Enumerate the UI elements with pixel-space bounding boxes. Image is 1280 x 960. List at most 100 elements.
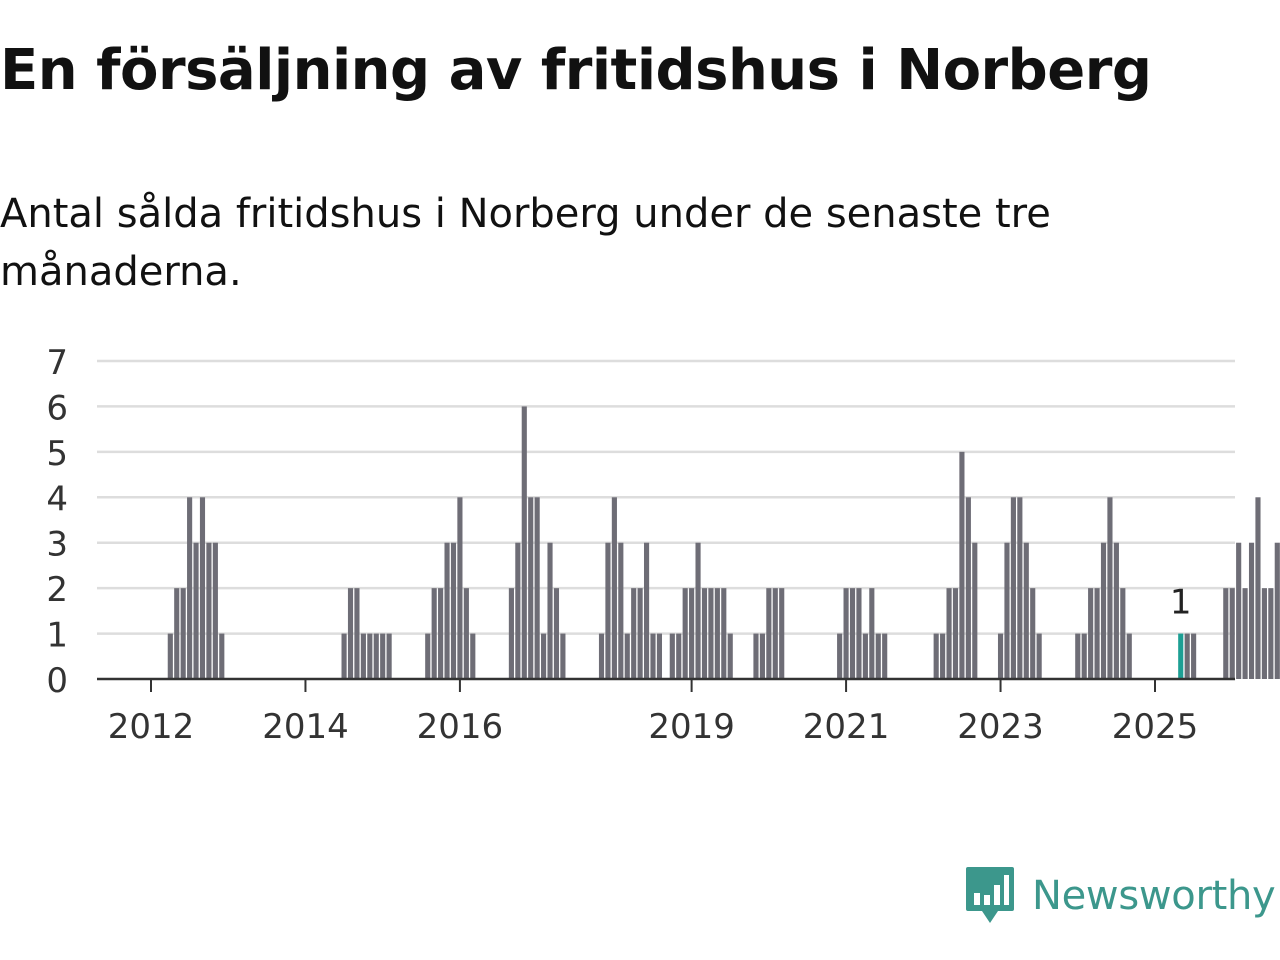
- bar: [1255, 497, 1261, 679]
- bar: [959, 451, 965, 679]
- bar: [624, 633, 630, 679]
- bar: [779, 588, 785, 679]
- bar: [1274, 542, 1280, 679]
- bar: [605, 542, 611, 679]
- bar: [1075, 633, 1081, 679]
- bar: [1107, 497, 1113, 679]
- bar: [965, 497, 971, 679]
- x-axis-tick-labels: 2012 2014 2016 2019 2021 2023 2025: [108, 679, 1199, 747]
- bar: [856, 588, 862, 679]
- bar: [708, 588, 714, 679]
- bar: [650, 633, 656, 679]
- bar: [367, 633, 373, 679]
- y-tick-label: 0: [46, 661, 68, 701]
- bar: [656, 633, 663, 679]
- bar: [1113, 542, 1119, 679]
- bar: [972, 542, 978, 679]
- bar: [167, 633, 173, 679]
- bar: [1126, 633, 1132, 679]
- bar: [772, 588, 778, 679]
- bar: [676, 633, 682, 679]
- bar: [180, 588, 186, 679]
- bar: [444, 542, 450, 679]
- bar: [1081, 633, 1087, 679]
- bar: [611, 497, 617, 679]
- bar: [714, 588, 720, 679]
- bar: [1236, 542, 1242, 679]
- bar: [463, 588, 469, 679]
- bar: [1261, 588, 1267, 679]
- bar: [212, 542, 218, 679]
- bar: [1184, 633, 1190, 679]
- bar: [1030, 588, 1036, 679]
- bar: [766, 588, 772, 679]
- bar: [849, 588, 856, 679]
- bar: [541, 633, 547, 679]
- y-tick-label: 1: [46, 616, 68, 656]
- bar: [1229, 588, 1235, 679]
- y-tick-label: 6: [46, 388, 68, 428]
- chart-title: En försäljning av fritidshus i Norberg: [0, 38, 1152, 103]
- bar: [187, 497, 193, 679]
- bar: [695, 542, 701, 679]
- y-tick-label: 3: [46, 525, 68, 565]
- bar: [1017, 497, 1023, 679]
- bar: [689, 588, 695, 679]
- bar: [940, 633, 946, 679]
- bar: [354, 588, 360, 679]
- bar: [219, 633, 225, 679]
- bar: [534, 497, 540, 679]
- bar: [1248, 542, 1255, 679]
- bar: [1036, 633, 1042, 679]
- bar: [347, 588, 354, 679]
- y-tick-label: 2: [46, 570, 68, 610]
- bar: [380, 633, 386, 679]
- bar: [515, 542, 521, 679]
- bar: [598, 633, 605, 679]
- bar: [193, 542, 199, 679]
- bar: [450, 542, 457, 679]
- bar: [637, 588, 643, 679]
- x-tick-label: 2016: [417, 707, 504, 747]
- annotations: 1: [1170, 583, 1192, 623]
- bar: [1100, 542, 1107, 679]
- newsworthy-logo: Newsworthy: [964, 864, 1276, 928]
- bar: [470, 633, 476, 679]
- bar: [682, 588, 688, 679]
- bar: [837, 633, 843, 679]
- bar: [206, 542, 212, 679]
- bar: [341, 633, 347, 679]
- bar: [869, 588, 875, 679]
- bar: [1004, 542, 1010, 679]
- bar: [933, 633, 939, 679]
- bar: [875, 633, 881, 679]
- bar: [174, 588, 180, 679]
- bar: [386, 633, 392, 679]
- bar: [521, 406, 527, 679]
- y-tick-label: 4: [46, 479, 68, 519]
- bar: [997, 633, 1004, 679]
- bar: [457, 497, 463, 679]
- x-tick-label: 2025: [1112, 707, 1199, 747]
- bar: [721, 588, 727, 679]
- bar: [882, 633, 888, 679]
- x-tick-label: 2021: [803, 707, 890, 747]
- bar: [1094, 588, 1100, 679]
- newsworthy-logo-icon: [966, 867, 1014, 923]
- bar: [528, 497, 534, 679]
- bar: [946, 588, 952, 679]
- bar: [1088, 588, 1094, 679]
- bar: [1120, 588, 1126, 679]
- bar: [1268, 588, 1274, 679]
- bar: [631, 588, 637, 679]
- bar: [669, 633, 675, 679]
- chart-subtitle: Antal sålda fritidshus i Norberg under d…: [0, 191, 1051, 295]
- bar: [1242, 588, 1248, 679]
- x-tick-label: 2019: [648, 707, 735, 747]
- bar: [438, 588, 444, 679]
- bar: [759, 633, 765, 679]
- bar: [753, 633, 759, 679]
- brand-name: Newsworthy: [1032, 873, 1276, 919]
- highlight-bar: [1178, 633, 1184, 679]
- bar: [199, 497, 206, 679]
